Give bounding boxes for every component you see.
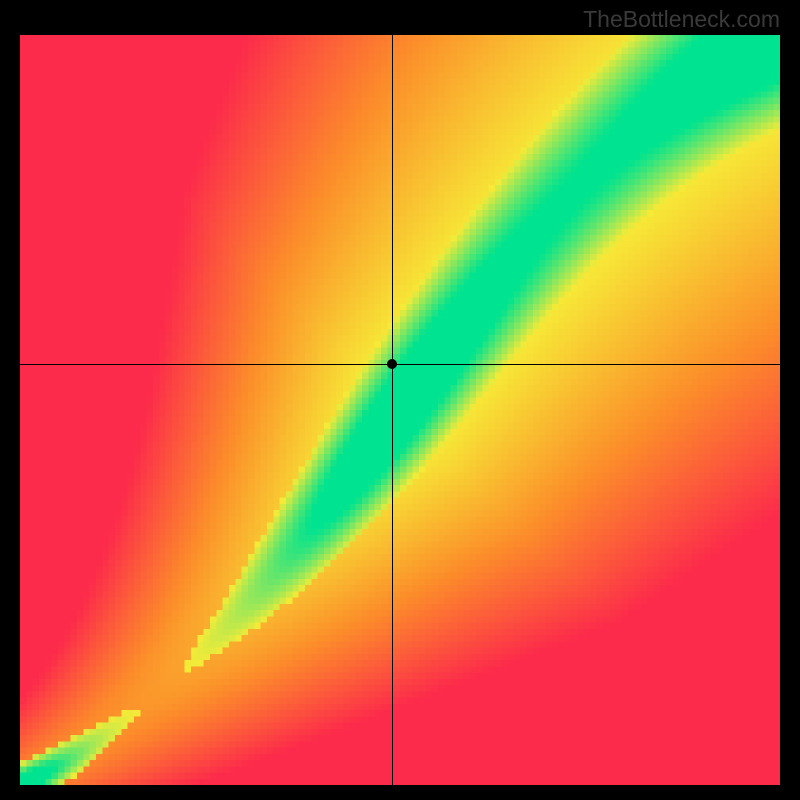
heatmap-canvas bbox=[20, 35, 780, 785]
crosshair-marker bbox=[387, 359, 397, 369]
bottleneck-heatmap bbox=[20, 35, 780, 785]
crosshair-vertical bbox=[392, 35, 393, 785]
watermark: TheBottleneck.com bbox=[583, 6, 780, 33]
crosshair-horizontal bbox=[20, 364, 780, 365]
